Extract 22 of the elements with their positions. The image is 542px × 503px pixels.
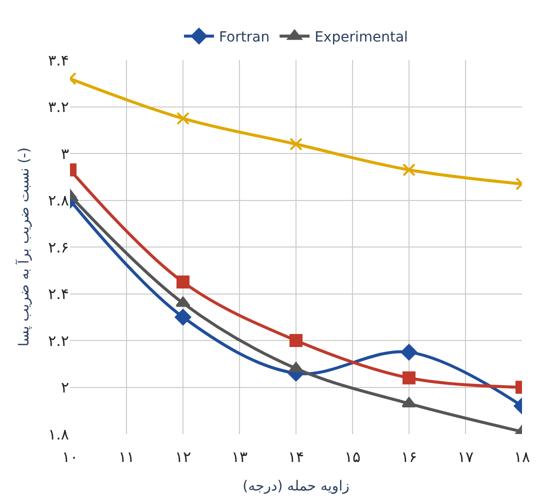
- y-tick-label: ۲.۶: [48, 238, 69, 256]
- x-tick-label: ۱۳: [231, 448, 248, 466]
- x-tick-label: ۱۶: [400, 448, 418, 466]
- y-tick-label: ۲: [60, 378, 69, 396]
- y-axis-title: نسبت ضریب برآ به ضریب پسا (-): [14, 147, 33, 347]
- x-axis-title: زاویه حمله (درجه): [242, 478, 350, 494]
- x-tick-label: ۱۸: [514, 448, 530, 466]
- y-tick-label: ۱.۸: [48, 425, 69, 444]
- x-tick-label: ۱۰: [62, 448, 78, 466]
- y-tick-label: ۳.۲: [48, 98, 69, 116]
- x-tick-label: ۱۷: [457, 448, 474, 466]
- y-tick-label: ۲.۴: [48, 285, 69, 303]
- x-tick-label: ۱۱: [118, 448, 135, 466]
- y-tick-label: ۲.۲: [48, 332, 69, 350]
- x-tick-label: ۱۲: [174, 448, 192, 466]
- y-tick-label: ۳.۴: [48, 51, 69, 70]
- y-tick-label: ۲.۸: [48, 192, 69, 210]
- y-tick-label: ۳: [60, 144, 69, 163]
- legend-label: Fortran: [219, 30, 270, 46]
- legend-label: Experimental: [314, 30, 408, 46]
- x-tick-label: ۱۴: [288, 448, 304, 466]
- x-tick-label: ۱۵: [344, 448, 361, 466]
